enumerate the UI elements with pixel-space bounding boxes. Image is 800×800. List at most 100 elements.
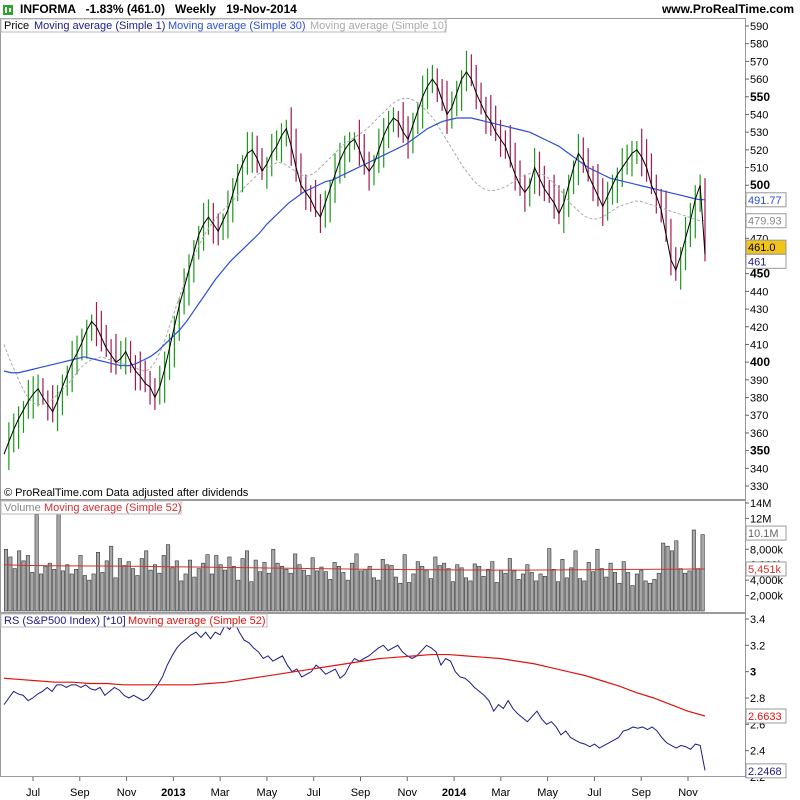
volume-bar (372, 577, 377, 612)
volume-bar (437, 565, 442, 612)
volume-bar (174, 560, 179, 612)
volume-ma-last-value-box (745, 561, 787, 577)
rs-y-tick-label: 2.4 (750, 746, 765, 758)
price-y-tick-label: 580 (750, 39, 768, 51)
volume-bar (569, 567, 574, 612)
volume-bar (472, 563, 477, 612)
volume-bar (60, 570, 65, 612)
volume-bar (166, 544, 171, 612)
legend-volume: Volume (4, 502, 41, 514)
candlestick-icon (3, 4, 13, 15)
rs-ma-line (3, 653, 706, 717)
volume-bar (74, 569, 79, 612)
volume-bar (573, 550, 578, 612)
volume-bar (455, 564, 460, 612)
volume-bar (297, 564, 302, 612)
volume-bar (43, 565, 48, 612)
volume-bar (630, 585, 635, 612)
chart-title: INFORMA -1.83% (461.0) Weekly 19-Nov-201… (20, 2, 297, 16)
price-y-tick-label: 590 (750, 21, 768, 33)
volume-bar (104, 560, 109, 612)
volume-bar (244, 550, 249, 612)
volume-bar (385, 564, 390, 612)
volume-bar (214, 555, 219, 612)
volume-bar (411, 573, 416, 612)
legend-rs: RS (S&P500 Index) [*10] (4, 615, 126, 627)
volume-bar (113, 577, 118, 612)
volume-bar (223, 569, 228, 612)
x-tick-label: Jul (307, 787, 321, 799)
volume-bar (253, 559, 258, 612)
x-tick-label: 2014 (442, 787, 467, 799)
volume-bar (446, 568, 451, 612)
price-y-tick-label: 400 (750, 355, 770, 369)
volume-bar (4, 548, 8, 612)
volume-bar (691, 529, 696, 612)
volume-bar (65, 564, 70, 612)
volume-bar (380, 559, 385, 612)
volume-bar (516, 579, 521, 612)
volume-bar (529, 572, 534, 612)
volume-bar (350, 562, 355, 612)
volume-bar (468, 580, 473, 612)
legend-price: Price (4, 20, 29, 32)
volume-bar (8, 556, 13, 612)
volume-bar (534, 580, 539, 612)
price-y-tick-label: 380 (750, 393, 768, 405)
volume-bar (560, 559, 565, 612)
volume-bar (490, 561, 495, 612)
price-y-tick-label: 370 (750, 410, 768, 422)
volume-bar (332, 562, 337, 612)
volume-bar (231, 565, 236, 612)
volume-bar (564, 577, 569, 612)
x-tick-label: Mar (491, 787, 510, 799)
volume-bar (674, 540, 679, 612)
volume-bar (34, 514, 39, 612)
volume-bar (358, 570, 363, 612)
website-label[interactable]: www.ProRealTime.com (661, 2, 794, 16)
volume-bar (345, 579, 350, 612)
volume-bar (139, 558, 144, 612)
ma30-line (3, 117, 706, 374)
volume-bar (595, 548, 600, 612)
volume-bar (25, 555, 30, 612)
volume-last-value-box (745, 525, 787, 541)
x-tick-label: 2013 (161, 787, 185, 799)
price-legend: Price Moving average (Simple 1) Moving a… (0, 18, 448, 33)
volume-bar (652, 579, 657, 612)
volume-bar (661, 542, 666, 612)
x-tick-label: Sep (631, 787, 651, 799)
volume-bar (236, 579, 241, 612)
volume-bar (393, 576, 398, 612)
volume-bar (117, 558, 122, 612)
price-y-tick-label: 530 (750, 127, 768, 139)
volume-bar (494, 582, 499, 612)
volume-bar (275, 562, 280, 612)
volume-bar (179, 580, 184, 612)
x-tick-label: Sep (70, 787, 90, 799)
ma10-last-value-box (745, 213, 787, 229)
volume-bar (249, 581, 254, 612)
volume-bar (415, 561, 420, 612)
volume-bar (122, 565, 127, 612)
volume-bar (499, 569, 504, 612)
volume-bar (520, 573, 525, 612)
price-y-tick-label: 420 (750, 322, 768, 334)
x-tick-label: Mar (211, 787, 230, 799)
rs-y-tick-label: 2.8 (750, 693, 765, 705)
volume-bar (82, 575, 87, 612)
volume-bar (144, 550, 149, 612)
volume-bar (30, 572, 35, 612)
volume-bar (551, 569, 556, 612)
legend-ma1: Moving average (Simple 1) (34, 20, 165, 32)
volume-bar (157, 572, 162, 612)
price-y-tick-label: 520 (750, 145, 768, 157)
volume-bar (599, 568, 604, 612)
volume-panel-frame (0, 500, 746, 613)
volume-y-tick-label: 2,000k (750, 591, 784, 603)
volume-ma-line (3, 564, 706, 571)
volume-bar (288, 572, 293, 612)
legend-ma10: Moving average (Simple 10) (310, 20, 448, 32)
rs-legend: RS (S&P500 Index) [*10] Moving average (… (0, 613, 268, 628)
